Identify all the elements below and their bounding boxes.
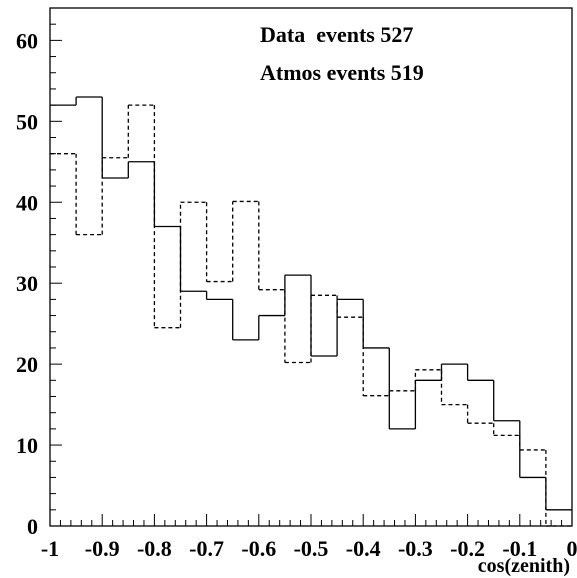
x-tick-label: -0.2 [450, 536, 485, 561]
x-tick-label: -0.3 [398, 536, 433, 561]
x-tick-label: -0.6 [241, 536, 276, 561]
dashed-series-histogram [50, 104, 572, 527]
series-layer [50, 96, 572, 527]
x-tick-label: -0.7 [189, 536, 224, 561]
x-axis-title: cos(zenith) [478, 555, 570, 577]
y-tick-label: 0 [27, 514, 38, 539]
y-tick-label: 10 [16, 433, 38, 458]
y-tick-label: 20 [16, 352, 38, 377]
annotation-data-events: Data events 527 [260, 22, 413, 47]
y-tick-label: 60 [16, 28, 38, 53]
plot-frame-layer [49, 7, 573, 527]
y-tick-label: 30 [16, 271, 38, 296]
x-tick-label: 0 [567, 536, 577, 561]
x-tick-label: -1 [41, 536, 59, 561]
y-tick-label: 40 [16, 190, 38, 215]
x-tick-label: -0.9 [85, 536, 120, 561]
annotation-atmos-events: Atmos events 519 [260, 60, 424, 85]
x-tick-label: -0.4 [346, 536, 381, 561]
x-tick-label: -0.1 [502, 536, 537, 561]
x-tick-label: -0.5 [294, 536, 329, 561]
x-tick-label: -0.8 [137, 536, 172, 561]
plot-frame [49, 7, 573, 527]
y-tick-label: 50 [16, 109, 38, 134]
